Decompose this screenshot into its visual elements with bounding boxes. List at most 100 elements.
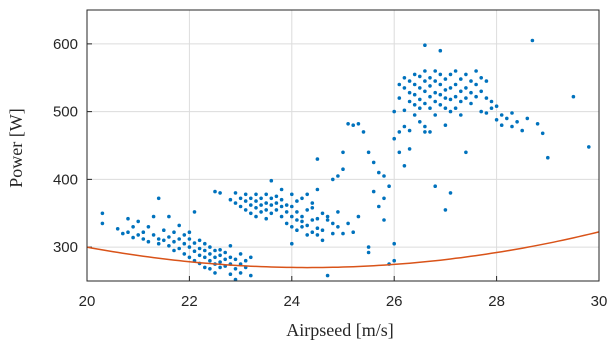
data-point (284, 221, 289, 226)
data-point (249, 196, 253, 201)
data-point (423, 101, 427, 106)
data-point (269, 196, 274, 201)
x-tick-label: 28 (488, 293, 505, 310)
data-point (249, 211, 253, 216)
data-point (249, 273, 253, 278)
data-point (325, 273, 330, 278)
data-point (305, 233, 310, 237)
data-point (464, 150, 468, 155)
data-point (484, 111, 489, 115)
data-point (290, 204, 294, 209)
data-point (121, 231, 125, 236)
data-point (392, 258, 397, 263)
data-point (448, 109, 453, 114)
data-point (131, 235, 135, 240)
data-point (402, 124, 407, 129)
data-point (515, 120, 519, 124)
data-point (233, 191, 238, 195)
data-point (126, 230, 130, 234)
data-point (172, 239, 176, 244)
data-point (433, 99, 438, 104)
data-point (423, 130, 427, 134)
data-point (213, 271, 217, 275)
data-point (382, 196, 386, 201)
data-point (525, 116, 530, 121)
data-point (443, 96, 448, 100)
data-point (300, 196, 304, 201)
data-points (100, 38, 591, 282)
data-point (208, 258, 212, 263)
data-point (448, 86, 453, 90)
data-point (305, 192, 310, 197)
data-point (443, 88, 448, 92)
data-point (387, 184, 391, 188)
data-point (197, 246, 202, 251)
fit-curve (86, 231, 600, 269)
data-point (300, 225, 304, 229)
data-point (423, 89, 427, 94)
data-point (459, 113, 463, 117)
data-point (499, 123, 504, 127)
x-axis-label: Airpseed [m/s] (286, 320, 393, 340)
data-point (182, 252, 187, 256)
data-point (269, 203, 274, 207)
data-point (274, 201, 279, 205)
data-point (172, 230, 176, 234)
data-point (433, 79, 438, 83)
data-point (433, 90, 438, 95)
data-point (366, 250, 371, 255)
data-point (233, 201, 238, 205)
data-point (192, 249, 197, 253)
data-point (233, 257, 238, 262)
data-point (546, 155, 550, 160)
data-point (208, 267, 212, 271)
data-point (243, 208, 248, 212)
data-point (331, 221, 335, 226)
data-point (233, 267, 238, 271)
data-point (310, 230, 315, 234)
data-point (412, 72, 417, 77)
data-point (336, 174, 340, 178)
y-tick-labels: 300 400 500 600 (53, 36, 78, 256)
data-point (377, 204, 381, 209)
data-point (453, 82, 458, 87)
data-point (453, 94, 458, 99)
data-point (218, 260, 222, 264)
data-point (146, 225, 151, 229)
y-tick-label: 600 (53, 36, 78, 53)
data-point (259, 196, 263, 201)
data-point (423, 79, 427, 83)
data-point (407, 79, 412, 83)
data-point (494, 118, 499, 122)
data-point (474, 69, 478, 73)
data-point (254, 206, 258, 210)
data-point (510, 111, 514, 115)
data-point (346, 221, 350, 226)
data-point (469, 101, 473, 106)
data-point (254, 199, 258, 203)
data-point (182, 233, 187, 237)
y-tick-label: 300 (53, 239, 78, 256)
data-point (238, 252, 243, 256)
data-point (443, 123, 448, 127)
plot-area (86, 38, 600, 282)
data-point (228, 272, 233, 277)
data-point (371, 160, 376, 165)
data-point (433, 184, 438, 188)
data-point (464, 86, 468, 90)
data-point (453, 106, 458, 110)
data-point (218, 265, 222, 270)
data-point (423, 69, 427, 73)
data-point (448, 191, 453, 195)
data-point (290, 225, 294, 229)
data-point (218, 253, 222, 258)
data-point (438, 92, 443, 97)
data-point (213, 255, 217, 260)
data-point (208, 245, 212, 249)
data-point (279, 197, 284, 202)
data-point (412, 113, 417, 117)
x-tick-labels: 20 22 24 26 28 30 (79, 293, 608, 310)
data-point (474, 82, 478, 87)
data-point (187, 245, 192, 249)
data-point (346, 122, 350, 126)
